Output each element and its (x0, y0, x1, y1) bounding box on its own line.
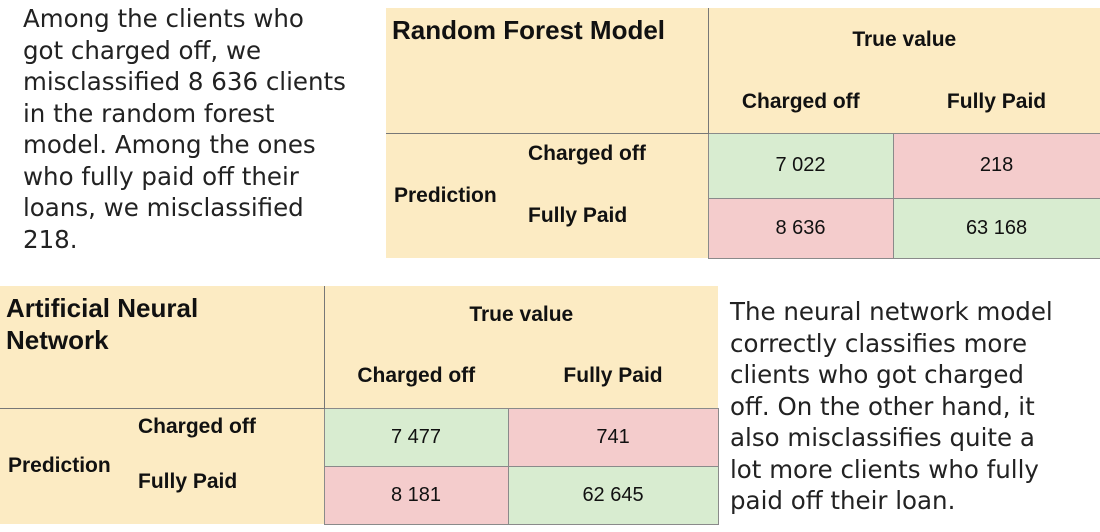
row-header-charged-off: Charged off (132, 407, 325, 466)
text-line: clients who got charged (730, 360, 1024, 389)
cell-true-charged-pred-paid: 8 636 (707, 197, 894, 259)
cell-true-paid-pred-paid: 62 645 (507, 465, 719, 525)
true-value-header: True value (323, 286, 719, 344)
neural-network-confusion-matrix: Artificial Neural Network True value Cha… (0, 286, 719, 525)
prediction-label: Prediction (386, 132, 528, 258)
text-line: model. Among the ones (23, 130, 316, 159)
column-header-fully-paid: Fully Paid (508, 344, 719, 408)
neural-network-description: The neural network model correctly class… (730, 296, 1053, 517)
table-title: Random Forest Model (386, 8, 709, 133)
column-header-charged-off: Charged off (707, 72, 894, 133)
column-header-charged-off: Charged off (323, 344, 509, 408)
text-line: also misclassifies quite a (730, 423, 1035, 452)
text-line: lot more clients who fully (730, 454, 1039, 484)
text-line: got charged off, we (23, 35, 262, 65)
row-header-charged-off: Charged off (528, 132, 709, 198)
table-title: Artificial Neural Network (0, 286, 325, 408)
cell-true-charged-pred-charged: 7 477 (323, 407, 509, 467)
text-line: misclassified 8 636 clients (23, 67, 346, 96)
table-title-line: Artificial Neural (6, 293, 199, 323)
row-header-fully-paid: Fully Paid (132, 466, 325, 524)
random-forest-confusion-matrix: Random Forest Model True value Charged o… (386, 8, 1100, 259)
text-line: off. On the other hand, it (730, 391, 1035, 421)
cell-true-paid-pred-charged: 218 (892, 132, 1100, 199)
cell-true-charged-pred-charged: 7 022 (707, 132, 894, 199)
cell-true-paid-pred-charged: 741 (507, 407, 719, 467)
true-value-header: True value (707, 8, 1100, 72)
text-line: paid off their loan. (730, 486, 956, 515)
text-line: Among the clients who (23, 4, 304, 33)
text-line: in the random forest (23, 98, 275, 128)
cell-true-charged-pred-paid: 8 181 (323, 465, 509, 525)
text-line: 218. (23, 224, 78, 254)
text-line: correctly classifies more (730, 328, 1028, 358)
prediction-label: Prediction (0, 407, 132, 524)
table-title-line: Network (6, 325, 109, 355)
text-line: The neural network model (730, 297, 1053, 326)
text-line: loans, we misclassified (23, 193, 304, 222)
text-line: who fully paid off their (23, 161, 299, 191)
row-header-fully-paid: Fully Paid (528, 198, 709, 258)
column-header-fully-paid: Fully Paid (893, 72, 1100, 133)
random-forest-description: Among the clients who got charged off, w… (23, 3, 346, 255)
cell-true-paid-pred-paid: 63 168 (892, 197, 1100, 259)
